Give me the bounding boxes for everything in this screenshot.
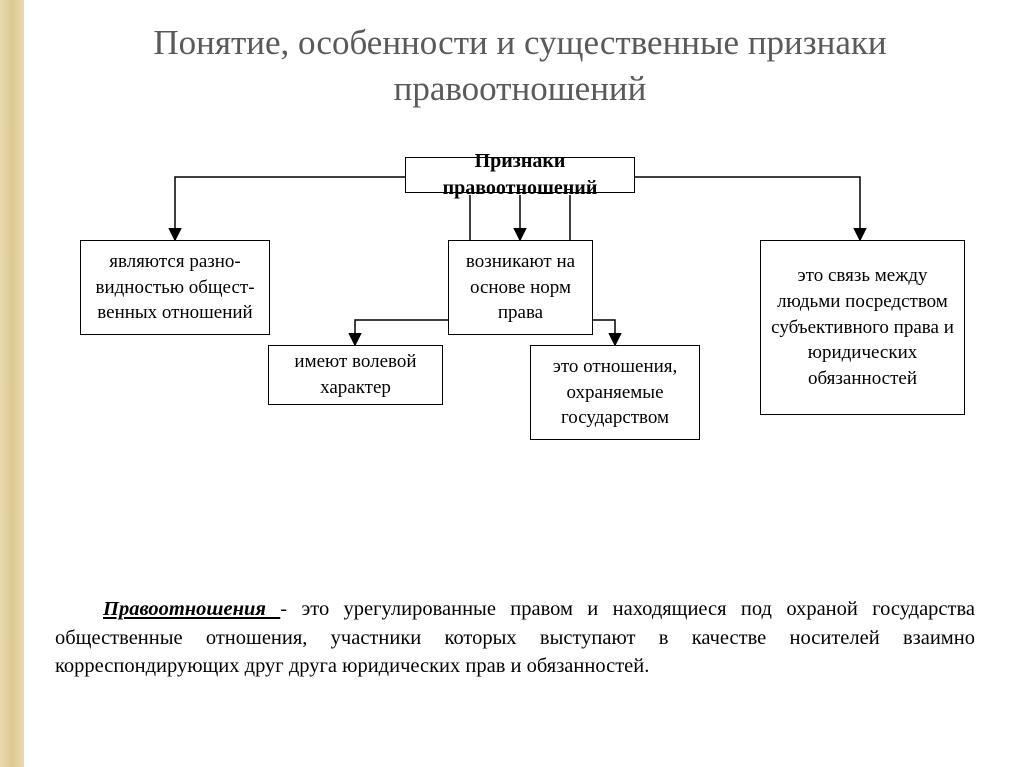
decorative-sidebar — [0, 0, 24, 767]
slide-title: Понятие, особенности и существенные приз… — [110, 20, 930, 111]
child-node-2: имеют волевой характер — [268, 345, 443, 405]
definition-term: Правоотношения — [103, 598, 280, 620]
child-node-5: это связь между людьми посредством субъе… — [760, 240, 965, 415]
root-node: Признаки правоотношений — [405, 157, 635, 193]
tree-diagram: Признаки правоотношений являются разно-в… — [50, 155, 990, 575]
definition-paragraph: Правоотношения - это урегулированные пра… — [55, 595, 975, 681]
child-node-1: являются разно-видностью общест-венных о… — [80, 240, 270, 335]
child-node-4: это отношения, охраняемые государством — [530, 345, 700, 440]
child-node-3: возникают на основе норм права — [448, 240, 593, 335]
